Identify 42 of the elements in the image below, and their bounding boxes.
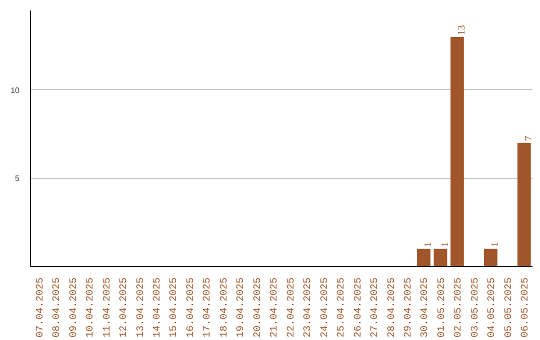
data-label: 1 [423,242,434,247]
x-tick-label: 07.04.2025 [35,277,46,338]
x-tick-label: 11.04.2025 [102,277,114,338]
x-tick-label: 29.04.2025 [404,277,414,338]
x-tick-label: 10.04.2025 [86,277,97,338]
data-label: 1 [440,242,451,247]
x-tick-label: 26.04.2025 [353,277,364,338]
x-tick-label: 17.04.2025 [202,277,214,338]
y-tick-label: 10 [10,86,20,95]
x-tick-label: 27.04.2025 [370,277,382,338]
x-tick-label: 01.05.2025 [436,277,448,338]
x-tick-label: 28.04.2025 [386,277,398,338]
bar [517,142,531,266]
x-tick-label: 20.04.2025 [252,277,264,338]
bar [417,248,430,266]
bar [434,248,448,266]
x-tick-label: 08.04.2025 [52,277,64,338]
x-tick-label: 14.04.2025 [152,277,164,338]
x-tick-label: 16.04.2025 [186,277,197,338]
bar [484,248,498,266]
x-tick-label: 30.04.2025 [420,277,432,338]
x-tick-label: 03.05.2025 [470,277,482,338]
x-tick-label: 23.04.2025 [303,277,314,338]
data-label: 1 [490,242,502,247]
x-tick-label: 06.05.2025 [520,277,532,338]
x-tick-label: 18.04.2025 [219,277,230,338]
data-label: 7 [524,136,535,141]
y-tick-label: 5 [15,174,20,184]
x-tick-label: 15.04.2025 [169,277,180,338]
x-tick-label: 13.04.2025 [136,277,147,338]
data-label: 13 [456,24,468,35]
x-tick-label: 24.04.2025 [320,277,331,338]
x-tick-label: 02.05.2025 [454,277,465,338]
x-tick-label: 25.04.2025 [336,277,348,338]
x-tick-label: 12.04.2025 [119,277,130,338]
bar [450,36,464,266]
x-tick-label: 09.04.2025 [68,277,80,338]
x-tick-label: 22.04.2025 [286,277,298,338]
x-tick-label: 21.04.2025 [270,277,281,338]
x-tick-label: 19.04.2025 [236,277,248,338]
x-tick-label: 04.05.2025 [487,277,498,338]
x-tick-label: 05.05.2025 [504,277,515,338]
